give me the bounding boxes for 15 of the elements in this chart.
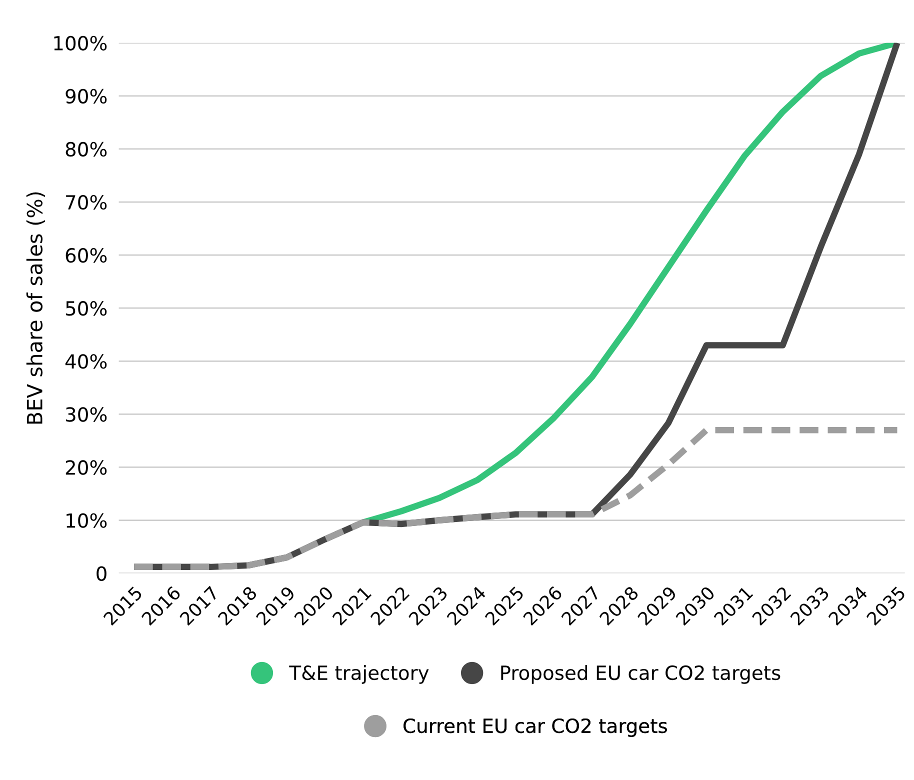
y-tick-label: 30% xyxy=(66,407,107,422)
y-tick-label: 50% xyxy=(66,301,107,316)
y-tick-label: 60% xyxy=(66,248,107,263)
legend-label: T&E trajectory xyxy=(289,665,429,684)
y-tick-label: 20% xyxy=(66,460,107,475)
y-tick-label: 0 xyxy=(96,566,106,581)
y-axis-title: BEV share of sales (%) xyxy=(26,192,45,424)
legend-label: Current EU car CO2 targets xyxy=(404,718,667,737)
y-tick-label: 10% xyxy=(66,513,107,528)
y-tick-label: 90% xyxy=(66,88,107,104)
y-tick-label: 80% xyxy=(66,142,107,157)
legend-label: Proposed EU car CO2 targets xyxy=(501,665,780,684)
y-tick-label: 40% xyxy=(65,354,107,369)
y-tick-label: 70% xyxy=(66,194,107,210)
y-tick-label: 100% xyxy=(54,36,107,51)
